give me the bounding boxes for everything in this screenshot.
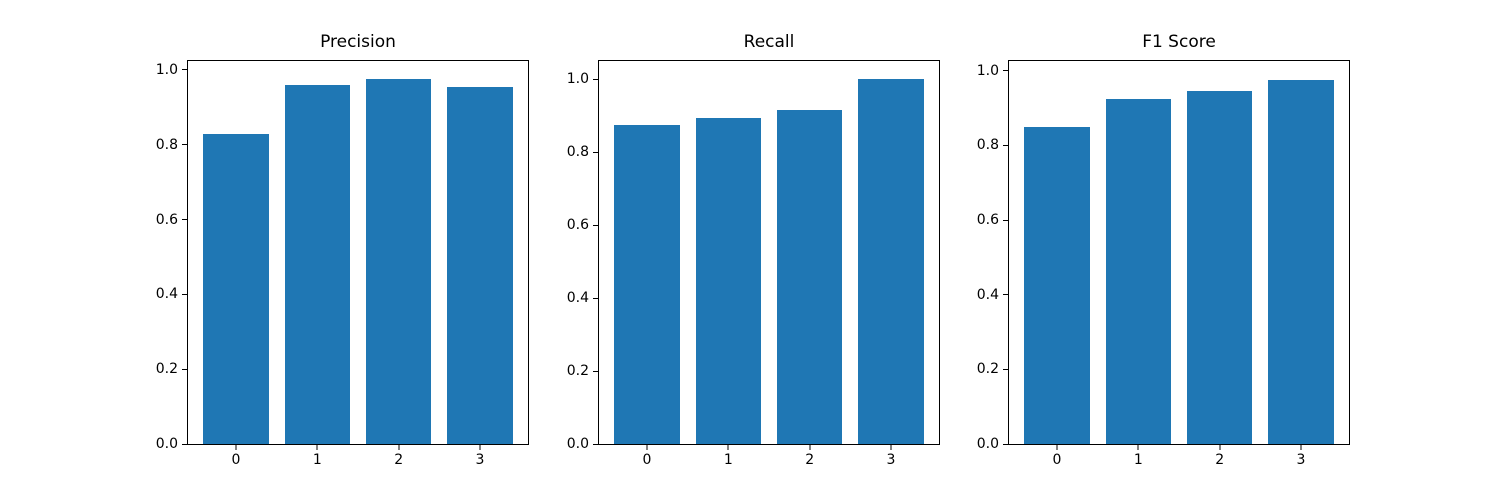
x-tick-label: 0	[642, 452, 652, 468]
subplot-f1-score: F1 Score 0.0 0.2 0.4 0.6 0.8 1.0 0 1 2 3	[977, 32, 1350, 467]
y-tick-mark	[1003, 70, 1008, 72]
y-tick-label: 1.0	[566, 71, 589, 88]
x-tick-label: 1	[312, 452, 322, 468]
bar	[284, 84, 350, 444]
y-tick-label: 0.0	[566, 436, 589, 452]
y-tick-label: 0.2	[155, 361, 178, 378]
x-tick-mark	[646, 445, 648, 450]
x-tick-mark	[727, 445, 729, 450]
y-tick-label: 0.8	[155, 136, 178, 153]
y-tick-mark	[593, 370, 598, 372]
y-tick-mark	[593, 443, 598, 445]
y-tick-label: 0.6	[976, 212, 999, 229]
y-tick-mark	[593, 78, 598, 80]
y-tick-mark	[182, 443, 187, 445]
bar	[777, 110, 843, 444]
chart-title: Precision	[320, 32, 396, 52]
bar	[614, 124, 680, 444]
y-tick-mark	[593, 297, 598, 299]
bar	[1187, 91, 1253, 444]
y-tick-mark	[1003, 443, 1008, 445]
y-tick-label: 0.0	[155, 436, 178, 452]
subplot-precision: Precision 0.0 0.2 0.4 0.6 0.8 1.0 0 1 2 3	[156, 32, 529, 467]
x-tick-mark	[1056, 445, 1058, 450]
y-tick-label: 1.0	[155, 61, 178, 78]
bar	[203, 133, 269, 444]
x-tick-mark	[1219, 445, 1221, 450]
y-tick-label: 0.4	[976, 286, 999, 303]
chart-title: F1 Score	[1142, 32, 1216, 52]
x-tick-label: 2	[394, 452, 404, 468]
x-tick-label: 3	[475, 452, 485, 468]
bar	[1268, 80, 1334, 444]
y-tick-mark	[182, 219, 187, 221]
y-tick-label: 0.6	[566, 217, 589, 234]
plot-area: 0.0 0.2 0.4 0.6 0.8 1.0 0 1 2 3	[977, 60, 1350, 467]
y-tick-mark	[182, 293, 187, 295]
y-tick-mark	[182, 144, 187, 146]
x-tick-label: 3	[1296, 452, 1306, 468]
x-tick-mark	[479, 445, 481, 450]
y-tick-label: 0.8	[566, 144, 589, 161]
bar	[447, 86, 513, 444]
x-tick-label: 0	[1052, 452, 1062, 468]
x-tick-label: 2	[1215, 452, 1225, 468]
y-tick-mark	[1003, 368, 1008, 370]
bar	[858, 79, 924, 444]
x-tick-mark	[398, 445, 400, 450]
y-tick-mark	[1003, 294, 1008, 296]
x-tick-label: 2	[805, 452, 815, 468]
y-tick-mark	[1003, 219, 1008, 221]
x-tick-mark	[890, 445, 892, 450]
x-tick-label: 0	[231, 452, 241, 468]
x-tick-mark	[316, 445, 318, 450]
x-tick-label: 1	[723, 452, 733, 468]
y-tick-label: 0.4	[566, 290, 589, 307]
bar	[695, 117, 761, 444]
y-tick-label: 0.2	[976, 361, 999, 378]
bar	[1024, 126, 1090, 444]
y-tick-mark	[182, 368, 187, 370]
plot-area: 0.0 0.2 0.4 0.6 0.8 1.0 0 1 2 3	[156, 60, 529, 467]
y-tick-label: 1.0	[976, 62, 999, 79]
y-tick-label: 0.0	[976, 436, 999, 452]
x-tick-mark	[1300, 445, 1302, 450]
y-tick-mark	[1003, 144, 1008, 146]
x-tick-mark	[1137, 445, 1139, 450]
x-tick-mark	[809, 445, 811, 450]
y-tick-mark	[182, 69, 187, 71]
y-tick-mark	[593, 151, 598, 153]
bar	[366, 79, 432, 444]
y-tick-mark	[593, 224, 598, 226]
subplot-recall: Recall 0.0 0.2 0.4 0.6 0.8 1.0 0 1 2 3	[567, 32, 940, 467]
y-tick-label: 0.2	[566, 363, 589, 380]
y-tick-label: 0.4	[155, 286, 178, 303]
bar	[1105, 98, 1171, 444]
x-tick-label: 1	[1133, 452, 1143, 468]
x-tick-mark	[235, 445, 237, 450]
x-tick-label: 3	[886, 452, 896, 468]
y-tick-label: 0.8	[976, 137, 999, 154]
plot-area: 0.0 0.2 0.4 0.6 0.8 1.0 0 1 2 3	[567, 60, 940, 467]
chart-title: Recall	[743, 32, 795, 52]
y-tick-label: 0.6	[155, 211, 178, 228]
